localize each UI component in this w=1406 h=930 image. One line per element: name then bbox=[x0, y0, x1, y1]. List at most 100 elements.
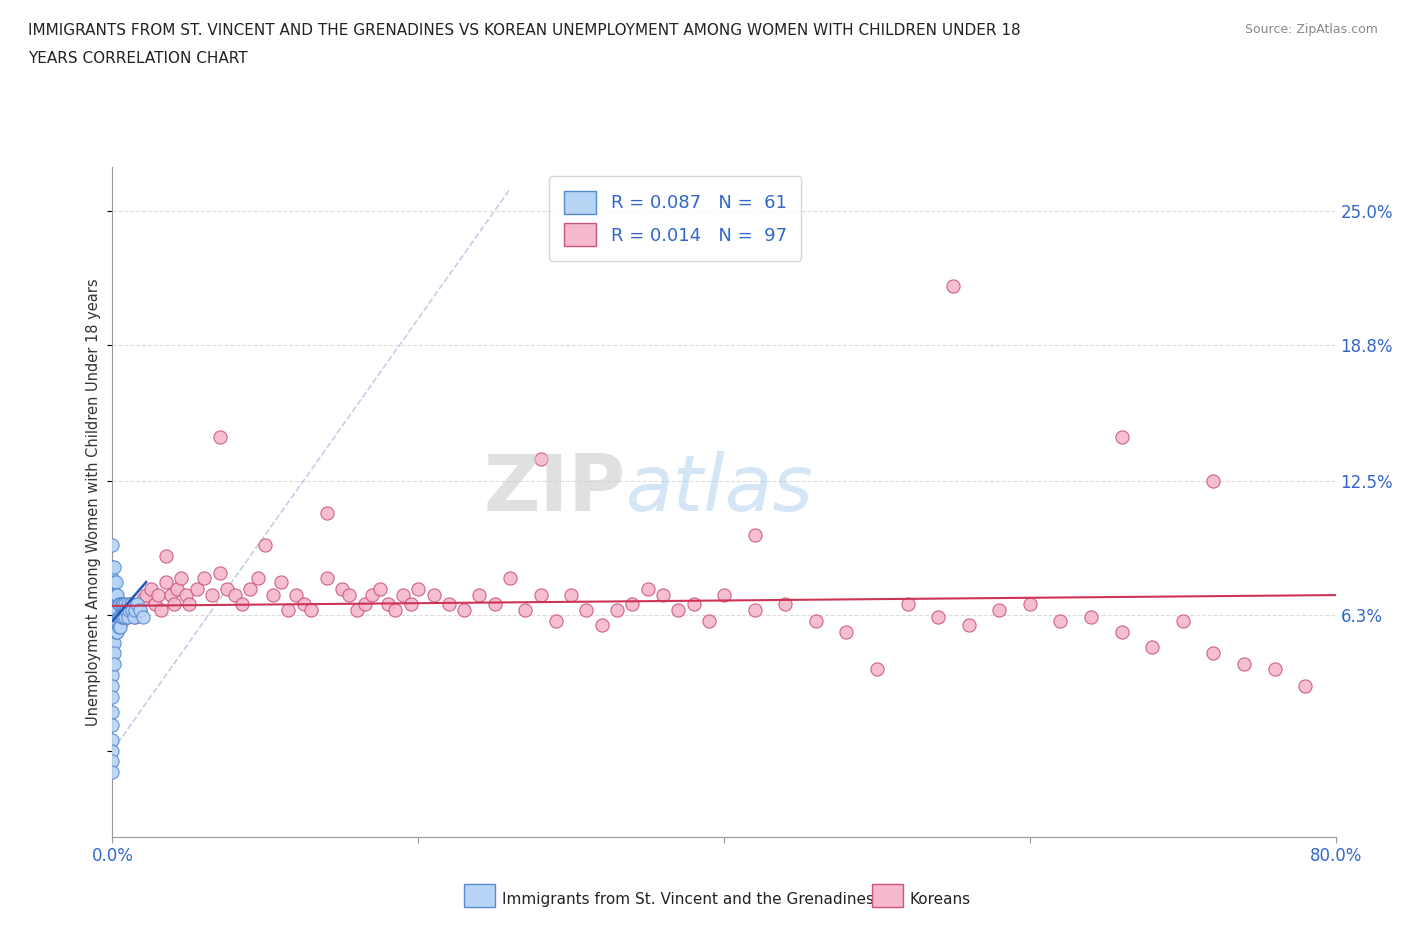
Point bbox=[107, 609, 129, 624]
Point bbox=[744, 603, 766, 618]
Point bbox=[560, 588, 582, 603]
Point bbox=[104, 588, 127, 603]
Point bbox=[270, 575, 292, 590]
Point bbox=[315, 570, 337, 585]
Point bbox=[103, 657, 125, 671]
Point bbox=[114, 596, 136, 611]
Y-axis label: Unemployment Among Women with Children Under 18 years: Unemployment Among Women with Children U… bbox=[86, 278, 101, 726]
Point bbox=[246, 570, 269, 585]
Point bbox=[159, 588, 181, 603]
Point bbox=[112, 596, 135, 611]
Point bbox=[254, 538, 277, 552]
Point bbox=[101, 592, 124, 607]
Point bbox=[155, 549, 177, 564]
Point bbox=[101, 732, 124, 747]
Text: YEARS CORRELATION CHART: YEARS CORRELATION CHART bbox=[28, 51, 247, 66]
Point bbox=[101, 635, 124, 650]
Point bbox=[107, 609, 129, 624]
Point bbox=[101, 754, 124, 769]
Text: ZIP: ZIP bbox=[484, 451, 626, 526]
Point bbox=[682, 596, 704, 611]
Point bbox=[117, 603, 139, 618]
Point bbox=[499, 570, 522, 585]
Point bbox=[143, 596, 166, 611]
Point bbox=[150, 603, 173, 618]
Text: Immigrants from St. Vincent and the Grenadines: Immigrants from St. Vincent and the Gren… bbox=[502, 892, 875, 907]
Point bbox=[208, 430, 231, 445]
Point bbox=[117, 596, 139, 611]
Point bbox=[121, 603, 143, 618]
Point bbox=[353, 596, 375, 611]
Point bbox=[208, 566, 231, 581]
Point bbox=[1171, 614, 1194, 629]
Point bbox=[330, 581, 353, 596]
Point bbox=[988, 603, 1011, 618]
Point bbox=[105, 588, 128, 603]
Point bbox=[122, 609, 145, 624]
Point bbox=[101, 581, 124, 596]
Point bbox=[114, 609, 136, 624]
Point bbox=[621, 596, 644, 611]
Point bbox=[101, 678, 124, 693]
Point bbox=[346, 603, 368, 618]
Point bbox=[437, 596, 460, 611]
Point bbox=[224, 588, 246, 603]
Text: atlas: atlas bbox=[626, 451, 814, 526]
Point bbox=[177, 596, 200, 611]
Point bbox=[1233, 657, 1256, 671]
Point bbox=[1294, 678, 1316, 693]
Point bbox=[1018, 596, 1040, 611]
Point bbox=[637, 581, 659, 596]
Point bbox=[104, 624, 127, 639]
Point bbox=[408, 581, 430, 596]
Point bbox=[339, 588, 361, 603]
Point bbox=[135, 588, 157, 603]
Point bbox=[361, 588, 384, 603]
Point bbox=[148, 588, 170, 603]
Point bbox=[105, 624, 128, 639]
Point bbox=[775, 596, 797, 611]
Point bbox=[422, 588, 444, 603]
Point bbox=[103, 560, 125, 575]
Point bbox=[277, 603, 299, 618]
Point bbox=[897, 596, 920, 611]
Point bbox=[101, 538, 124, 552]
Point bbox=[1111, 430, 1133, 445]
Point bbox=[201, 588, 224, 603]
Point bbox=[453, 603, 475, 618]
Point bbox=[103, 588, 125, 603]
Point bbox=[103, 603, 125, 618]
Point bbox=[139, 581, 162, 596]
Point bbox=[163, 596, 186, 611]
Point bbox=[120, 596, 142, 611]
Point bbox=[399, 596, 422, 611]
Point bbox=[101, 764, 124, 779]
Text: Koreans: Koreans bbox=[910, 892, 970, 907]
Text: Source: ZipAtlas.com: Source: ZipAtlas.com bbox=[1244, 23, 1378, 36]
Point bbox=[132, 609, 155, 624]
Point bbox=[1202, 646, 1225, 661]
Point bbox=[129, 603, 152, 618]
Point bbox=[292, 596, 315, 611]
Point bbox=[666, 603, 689, 618]
Point bbox=[377, 596, 399, 611]
Text: IMMIGRANTS FROM ST. VINCENT AND THE GRENADINES VS KOREAN UNEMPLOYMENT AMONG WOME: IMMIGRANTS FROM ST. VINCENT AND THE GREN… bbox=[28, 23, 1021, 38]
Point bbox=[101, 596, 124, 611]
Point bbox=[239, 581, 262, 596]
Point bbox=[315, 506, 337, 521]
Point bbox=[101, 668, 124, 683]
Point bbox=[392, 588, 415, 603]
Point bbox=[713, 588, 735, 603]
Point bbox=[942, 279, 965, 294]
Point bbox=[231, 596, 253, 611]
Point bbox=[804, 614, 827, 629]
Point bbox=[112, 609, 135, 624]
Point bbox=[115, 603, 138, 618]
Point bbox=[1202, 473, 1225, 488]
Point bbox=[155, 575, 177, 590]
Point bbox=[606, 603, 628, 618]
Point bbox=[284, 588, 308, 603]
Point bbox=[103, 624, 125, 639]
Point bbox=[108, 609, 131, 624]
Point bbox=[591, 618, 613, 632]
